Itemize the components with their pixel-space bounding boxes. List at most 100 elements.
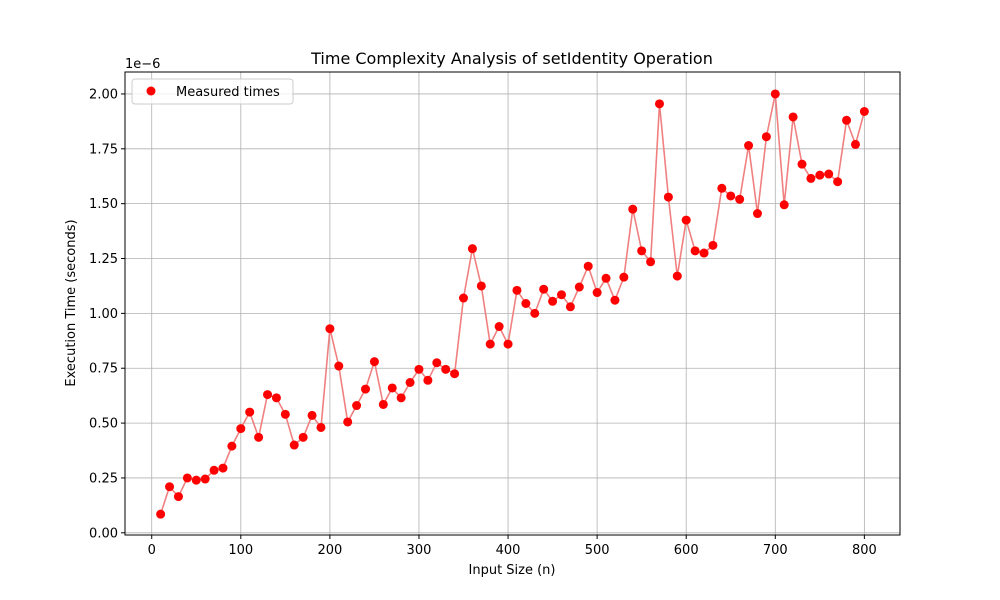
y-tick-label: 1.00	[89, 307, 118, 322]
y-offset-label: 1e−6	[125, 57, 160, 72]
x-tick-label: 400	[496, 543, 521, 558]
data-point	[173, 492, 183, 502]
data-point	[530, 308, 540, 318]
data-point	[387, 383, 397, 393]
data-point	[209, 465, 219, 475]
x-tick-label: 800	[852, 543, 877, 558]
x-tick-label: 500	[585, 543, 610, 558]
data-point	[859, 106, 869, 116]
data-point	[681, 215, 691, 225]
data-point	[717, 183, 727, 193]
x-tick-label: 300	[407, 543, 432, 558]
data-point	[752, 209, 762, 219]
legend-label: Measured times	[176, 85, 280, 100]
x-axis: 0 100 200 300 400 500 600 700 800	[148, 535, 877, 558]
x-tick-label: 100	[228, 543, 253, 558]
data-point	[824, 169, 834, 179]
data-point	[414, 364, 424, 374]
data-point	[316, 422, 326, 432]
data-point	[494, 322, 504, 332]
data-point	[467, 244, 477, 254]
y-tick-label: 0.00	[89, 526, 118, 541]
data-point	[423, 375, 433, 385]
data-point	[583, 261, 593, 271]
data-point	[592, 288, 602, 298]
x-tick-label: 0	[148, 543, 156, 558]
data-point	[182, 473, 192, 483]
legend-marker	[146, 86, 156, 96]
data-point	[405, 377, 415, 387]
data-point	[761, 132, 771, 142]
y-tick-label: 1.50	[89, 197, 118, 212]
data-point	[779, 200, 789, 210]
data-point	[459, 293, 469, 303]
data-point	[503, 339, 513, 349]
y-axis: 0.00 0.25 0.50 0.75 1.00 1.25 1.50 1.75 2.00	[89, 87, 125, 541]
data-point	[788, 112, 798, 122]
data-point	[298, 432, 308, 442]
data-point	[450, 369, 460, 379]
data-point	[521, 299, 531, 308]
data-point	[271, 393, 281, 403]
data-point	[619, 272, 629, 282]
data-point	[254, 432, 264, 442]
data-point	[690, 246, 700, 256]
grid-lines	[125, 72, 900, 535]
data-point	[744, 141, 754, 151]
data-point	[165, 482, 175, 492]
plot-area-frame	[124, 71, 901, 536]
data-point	[539, 284, 549, 294]
data-point	[218, 463, 228, 473]
y-tick-label: 1.25	[89, 252, 118, 267]
data-point	[441, 364, 451, 374]
y-tick-label: 0.75	[89, 362, 118, 377]
data-point	[396, 393, 406, 403]
data-point	[663, 192, 673, 202]
data-point	[343, 417, 353, 427]
data-point	[610, 295, 620, 305]
data-point	[432, 358, 442, 368]
data-points	[156, 89, 869, 519]
data-point	[236, 424, 246, 434]
y-axis-label: Execution Time (seconds)	[64, 219, 79, 386]
data-point	[307, 410, 317, 420]
data-point	[263, 390, 273, 400]
data-point	[512, 285, 522, 295]
data-point	[699, 248, 709, 258]
data-point	[548, 296, 558, 306]
x-axis-label: Input Size (n)	[469, 563, 556, 578]
chart-title: Time Complexity Analysis of setIdentity …	[310, 49, 713, 68]
data-point	[378, 399, 388, 409]
data-point	[628, 204, 638, 214]
y-tick-label: 2.00	[89, 87, 118, 102]
data-point	[227, 441, 237, 451]
y-tick-label: 0.50	[89, 417, 118, 432]
data-point	[556, 290, 566, 300]
data-point	[646, 257, 656, 267]
legend: Measured times	[131, 78, 294, 105]
data-point	[361, 384, 371, 394]
x-tick-label: 600	[674, 543, 699, 558]
data-point	[850, 139, 860, 149]
data-point	[334, 361, 344, 371]
y-tick-label: 0.25	[89, 471, 118, 486]
data-point	[325, 324, 335, 334]
data-point	[369, 357, 379, 367]
data-point	[637, 246, 647, 256]
series-line	[159, 93, 866, 515]
data-point	[245, 407, 255, 417]
data-point	[654, 99, 664, 109]
x-tick-label: 200	[317, 543, 342, 558]
data-point	[280, 409, 290, 419]
data-point	[200, 474, 210, 484]
data-point	[833, 177, 843, 187]
y-tick-label: 1.75	[89, 142, 118, 157]
data-point	[806, 173, 816, 183]
data-point	[191, 475, 201, 485]
data-point	[565, 302, 575, 312]
data-point	[726, 191, 736, 201]
data-point	[289, 440, 299, 450]
data-point	[485, 339, 495, 349]
data-point	[476, 281, 486, 291]
